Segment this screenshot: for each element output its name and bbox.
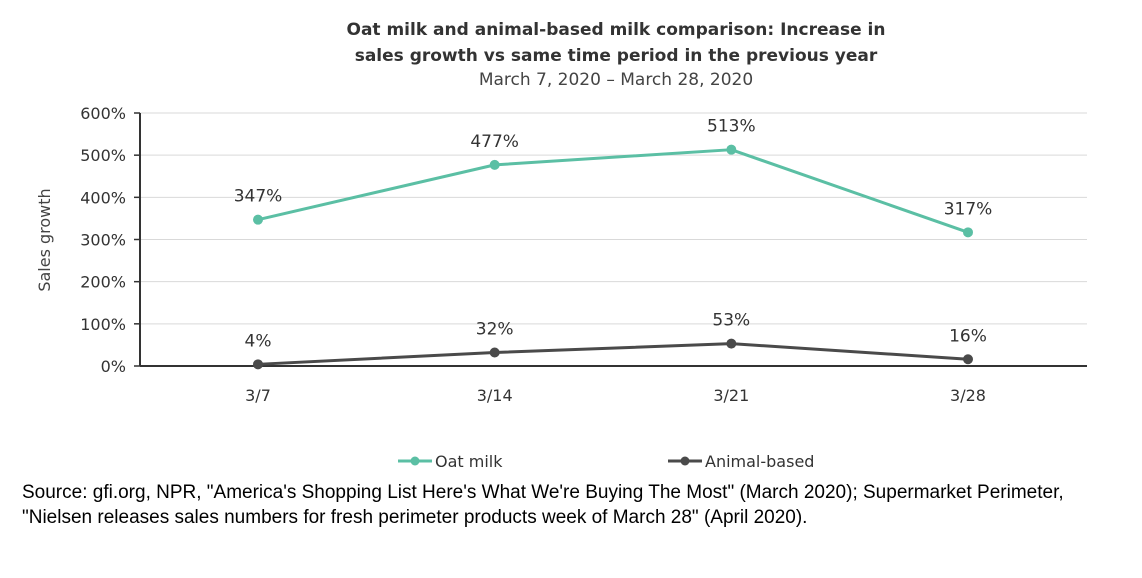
chart: Oat milk and animal-based milk compariso… bbox=[35, 20, 1087, 470]
oat-milk-point bbox=[489, 159, 500, 170]
legend-animal-based-label: Animal-based bbox=[705, 452, 814, 470]
y-tick-label: 500% bbox=[80, 146, 126, 165]
x-tick-label: 3/28 bbox=[950, 386, 986, 405]
oat-milk-point bbox=[253, 214, 263, 225]
animal-based-data-label: 53% bbox=[712, 311, 750, 331]
oat-milk-point bbox=[963, 227, 973, 238]
y-tick-label: 0% bbox=[101, 357, 126, 376]
animal-based-point bbox=[726, 338, 737, 349]
y-tick-label: 200% bbox=[80, 273, 126, 292]
x-tick-label: 3/14 bbox=[477, 386, 513, 405]
gridlines bbox=[140, 112, 1087, 325]
animal-based-data-label: 16% bbox=[949, 326, 987, 346]
oat-milk-point bbox=[726, 144, 737, 155]
oat-milk-data-label: 347% bbox=[234, 187, 283, 207]
animal-based-data-label: 32% bbox=[476, 320, 514, 340]
y-tick-label: 400% bbox=[80, 188, 126, 207]
chart-title-line-2: sales growth vs same time period in the … bbox=[355, 46, 878, 66]
animal-based-data-label: 4% bbox=[245, 331, 272, 351]
source-note: Source: gfi.org, NPR, "America's Shoppin… bbox=[22, 482, 1064, 528]
y-tick-label: 600% bbox=[80, 104, 126, 123]
y-axis-label: Sales growth bbox=[35, 188, 54, 291]
axes: 0% 100% 200% 300% 400% 500% 600% 3/7 3/14 3/21 3/2… bbox=[80, 104, 1087, 405]
oat-milk-data-label: 317% bbox=[944, 199, 993, 219]
chart-subtitle: March 7, 2020 – March 28, 2020 bbox=[479, 70, 753, 90]
animal-based-line bbox=[257, 342, 969, 366]
animal-based-point bbox=[963, 354, 973, 365]
x-tick-label: 3/7 bbox=[245, 386, 271, 405]
oat-milk-data-label: 513% bbox=[707, 117, 756, 137]
x-tick-label: 3/21 bbox=[713, 386, 749, 405]
oat-milk-data-label: 477% bbox=[470, 132, 519, 152]
animal-based-point bbox=[489, 347, 500, 358]
legend: Oat milk Animal-based bbox=[398, 452, 814, 470]
legend-animal-based-marker bbox=[680, 456, 690, 466]
y-tick-label: 300% bbox=[80, 231, 126, 250]
oat-milk-line bbox=[257, 148, 969, 234]
legend-oat-milk-label: Oat milk bbox=[435, 452, 503, 470]
series-lines: 347% 477% 513% 317% 4% 32% 53% 16% bbox=[234, 117, 993, 370]
animal-based-point bbox=[253, 359, 263, 370]
chart-title-line-1: Oat milk and animal-based milk compariso… bbox=[347, 20, 886, 40]
y-tick-label: 100% bbox=[80, 315, 126, 334]
legend-oat-milk-marker bbox=[410, 456, 420, 466]
